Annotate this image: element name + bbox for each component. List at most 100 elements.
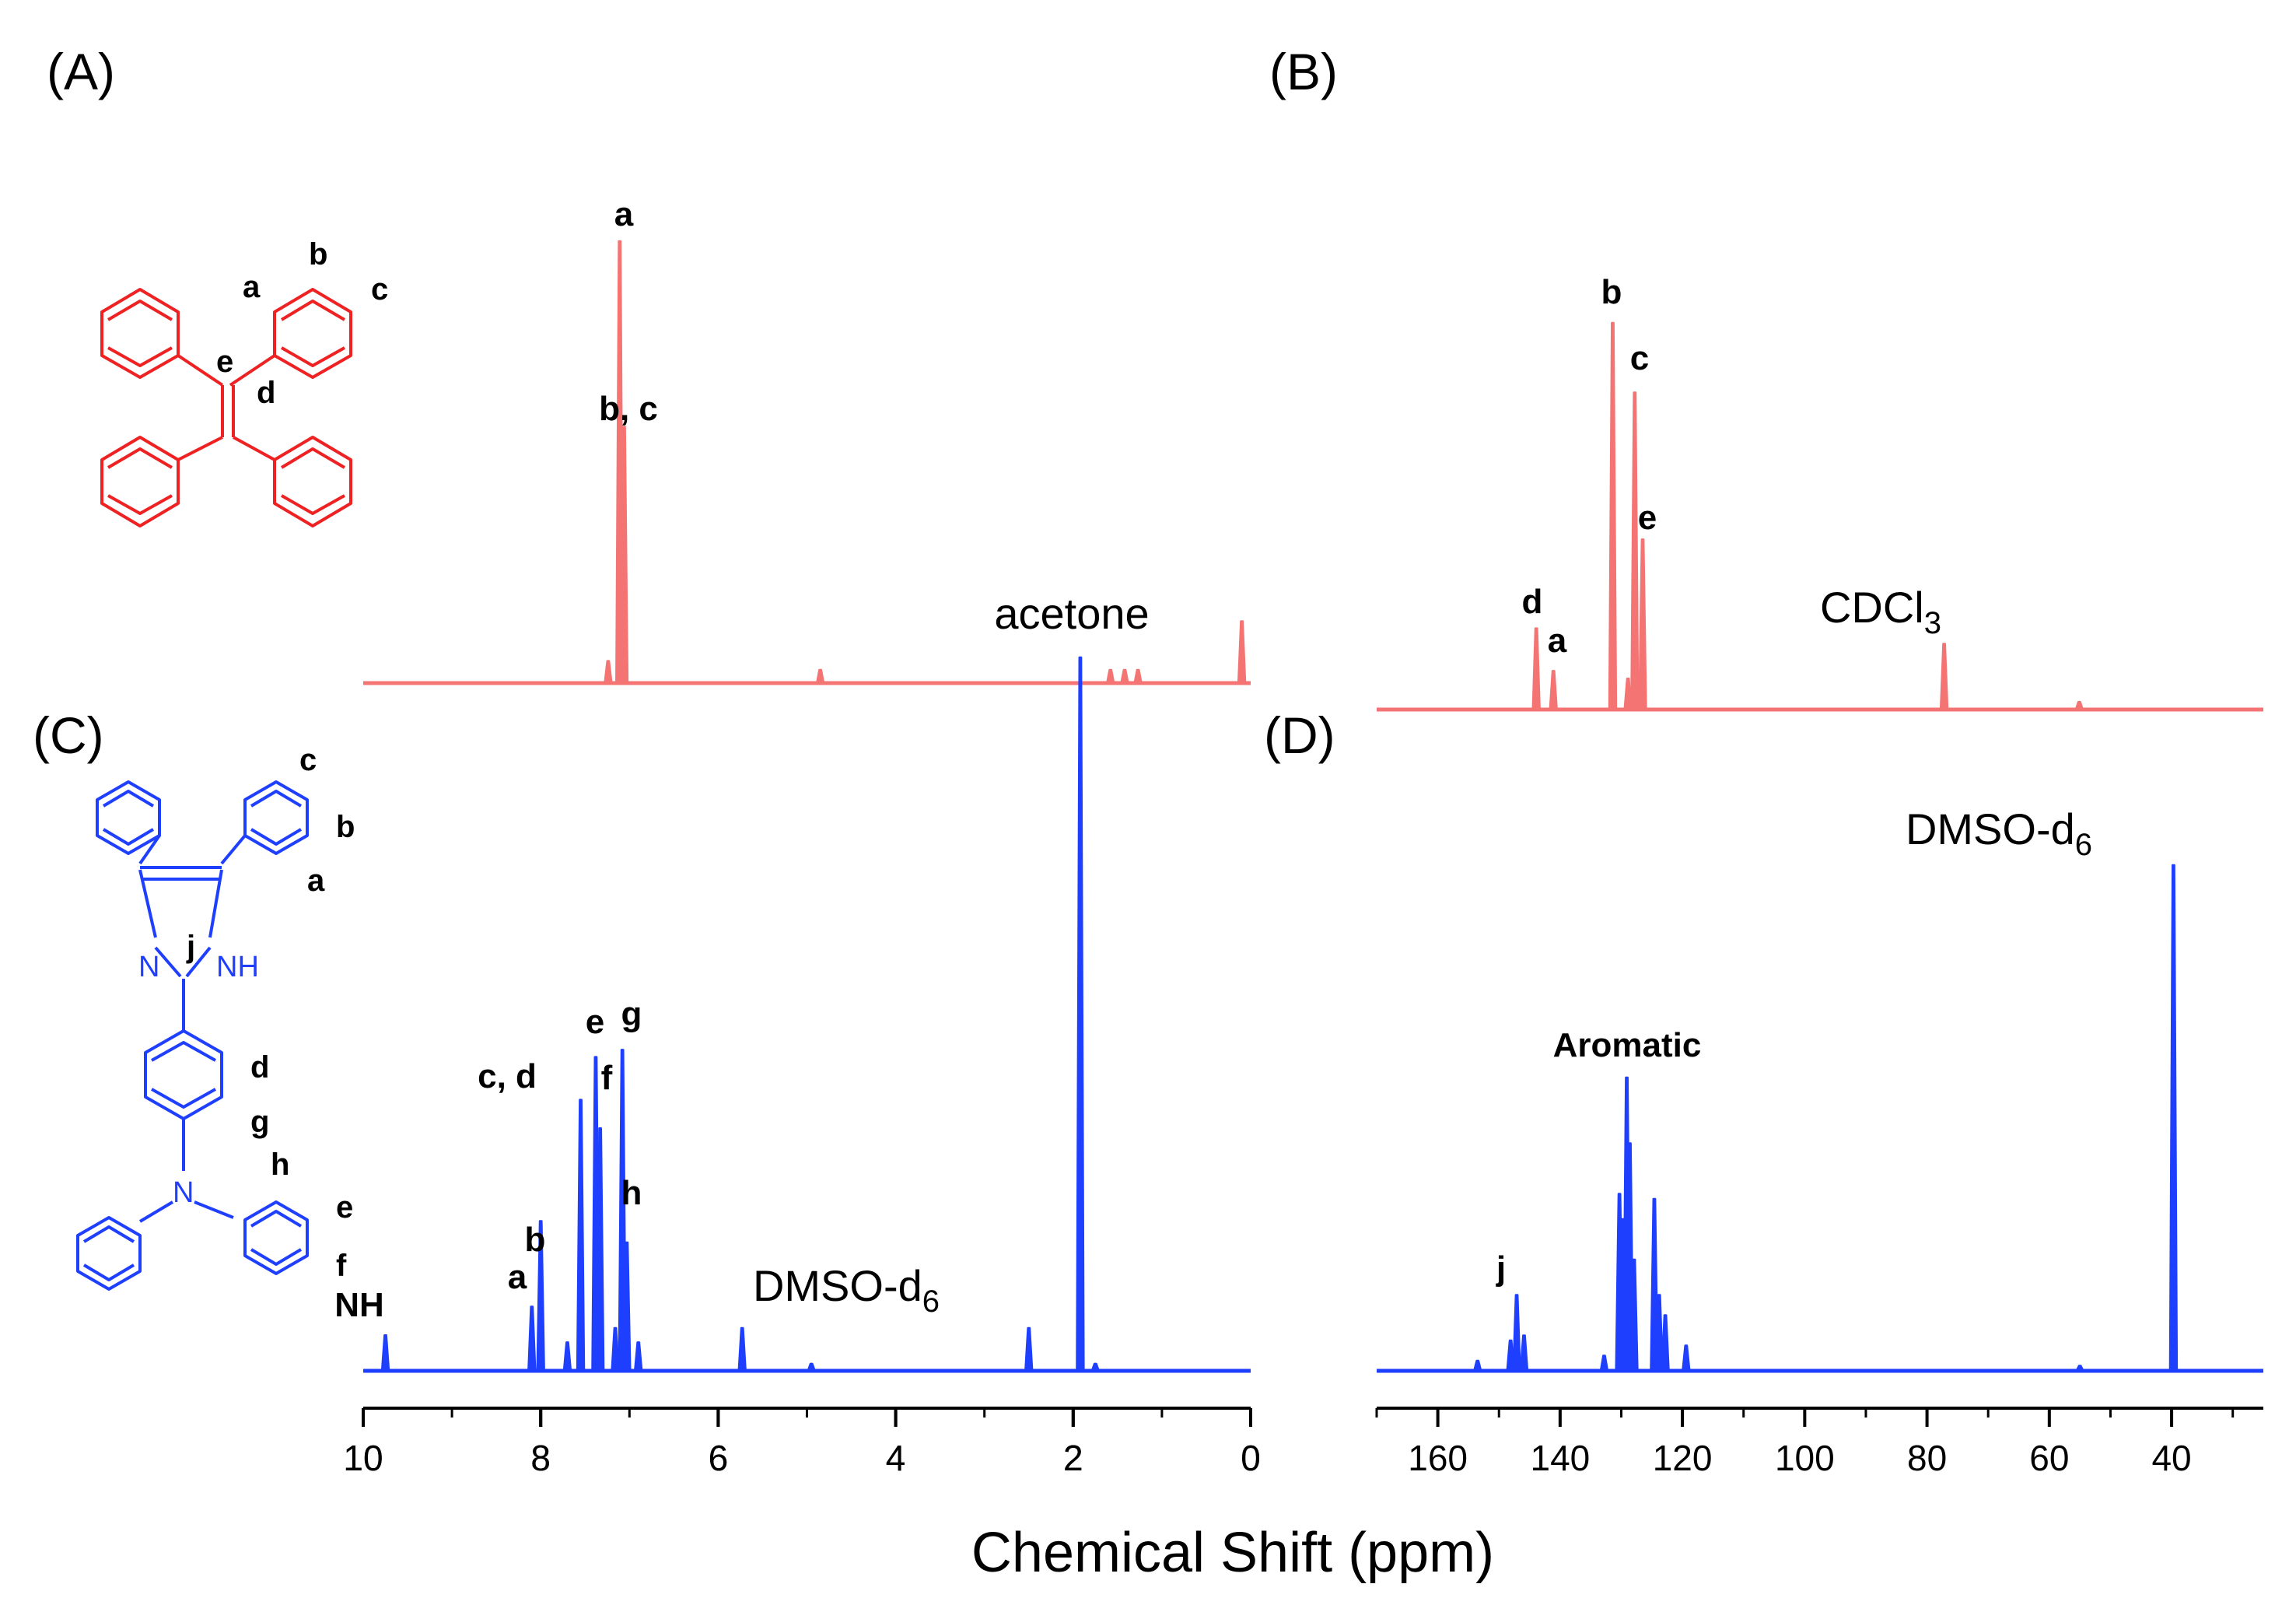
peak-c-12 (737, 1326, 747, 1372)
structure-tpa-imidazole (76, 780, 309, 1291)
annotation-c-1: a (508, 1258, 527, 1296)
peak-a-2 (604, 660, 613, 685)
peak-b-7 (2074, 700, 2084, 711)
tick-label-a-5: 0 (1241, 1438, 1261, 1478)
struct-c-label-d: d (250, 1050, 269, 1085)
tick-label-d-4: 80 (1907, 1438, 1947, 1478)
tick-label-a-0: 10 (343, 1438, 383, 1478)
tick-label-d-2: 120 (1653, 1438, 1713, 1478)
peak-a-7 (1237, 620, 1247, 685)
annotation-b-5: CDCl3 (1820, 583, 1941, 640)
peak-c-5 (622, 1241, 632, 1372)
atom-n-left: N (138, 951, 159, 983)
tick-label-d-3: 100 (1775, 1438, 1835, 1478)
struct-c-label-g: g (250, 1105, 269, 1139)
peak-c-14 (807, 1362, 816, 1372)
peak-c-15 (1090, 1362, 1101, 1372)
annotation-c-5: f (601, 1059, 613, 1097)
tick-label-c-3: 4 (886, 1438, 906, 1478)
struct-c-label-a: a (307, 864, 325, 898)
struct-a-label-a: a (243, 270, 261, 304)
peak-a-4 (1106, 668, 1115, 685)
peak-a-5 (1120, 668, 1129, 685)
struct-c-label-h: h (271, 1148, 289, 1182)
annotation-c-6: g (621, 995, 642, 1033)
peak-d-5 (1629, 1258, 1639, 1372)
peak-a-6 (1133, 668, 1143, 685)
annotation-c-4: e (586, 1003, 604, 1041)
peak-d-13 (1473, 1359, 1482, 1372)
tick-label-d-0: 160 (1408, 1438, 1468, 1478)
struct-a-label-b: b (309, 237, 327, 272)
annotation-c-0: NH (334, 1286, 384, 1324)
tick-label-c-4: 2 (1063, 1438, 1083, 1478)
annotation-a-0: a (614, 195, 634, 233)
struct-c-label-f: f (336, 1249, 347, 1283)
peak-d-11 (1519, 1334, 1529, 1372)
peak-c-6 (611, 1326, 620, 1372)
peak-c-9 (380, 1333, 390, 1372)
struct-a-label-d: d (257, 376, 275, 410)
tick-label-a-2: 6 (709, 1438, 729, 1478)
peak-c-11 (634, 1341, 643, 1372)
annotation-a-1: b, c (599, 390, 658, 428)
annotation-b-3: d (1522, 583, 1543, 621)
peak-d-14 (1599, 1354, 1609, 1372)
annotation-c-2: b (525, 1221, 546, 1259)
peak-a-1 (619, 426, 629, 685)
atom-n-amine: N (173, 1176, 194, 1209)
peak-c-1 (576, 1099, 586, 1372)
atom-nh: NH (216, 951, 259, 983)
axes-layer: 10 8 6 4 2 010 8 6 4 2 0 160 140 120 100 80 60 40 (343, 1407, 2263, 1478)
peak-b-3 (1531, 627, 1541, 711)
tick-label-c-5: 0 (1241, 1438, 1261, 1478)
panel-label-d: (D) (1264, 706, 1335, 764)
annotation-c-7: h (621, 1174, 642, 1212)
peak-b-0 (1608, 321, 1618, 711)
peak-d-10 (1506, 1339, 1515, 1372)
annotation-c-8: DMSO-d6 (753, 1261, 940, 1319)
struct-c-label-c: c (299, 743, 317, 777)
annotation-d-1: j (1496, 1249, 1506, 1288)
panel-label-b: (B) (1269, 43, 1338, 100)
tick-label-d-5: 60 (2029, 1438, 2069, 1478)
annotation-b-4: a (1548, 622, 1567, 660)
tick-label-c-1: 8 (530, 1438, 551, 1478)
panel-label-c: (C) (33, 706, 104, 764)
peak-c-10 (562, 1341, 572, 1372)
tick-label-a-4: 2 (1063, 1438, 1083, 1478)
peak-d-15 (2075, 1365, 2084, 1372)
tick-label-c-0: 10 (343, 1438, 383, 1478)
annotation-b-2: e (1638, 499, 1657, 537)
structure-tetraphenylethylene (100, 288, 352, 527)
peak-d-12 (1682, 1344, 1691, 1372)
peak-d-4 (1619, 1218, 1628, 1372)
struct-c-label-e: e (336, 1190, 353, 1225)
struct-a-label-e: e (216, 345, 233, 379)
struct-c-label-b: b (336, 810, 355, 844)
peak-a-3 (815, 668, 825, 685)
annotation-d-2: DMSO-d6 (1906, 804, 2092, 862)
struct-c-label-j: j (186, 930, 195, 964)
tick-label-c-2: 6 (709, 1438, 729, 1478)
peak-d-0 (2168, 864, 2179, 1372)
annotation-b-1: c (1630, 339, 1649, 377)
peak-c-8 (527, 1305, 537, 1372)
peak-d-9 (1512, 1294, 1521, 1372)
peak-c-7 (536, 1220, 545, 1372)
peak-c-3 (595, 1127, 605, 1372)
panel-label-a: (A) (47, 43, 115, 100)
tick-label-d-1: 140 (1530, 1438, 1590, 1478)
annotation-c-3: c, d (478, 1057, 537, 1095)
peak-b-4 (1549, 670, 1558, 711)
annotation-d-0: Aromatic (1553, 1026, 1702, 1064)
annotation-a-2: acetone (994, 589, 1149, 638)
struct-a-label-c: c (371, 272, 388, 307)
tick-label-d-6: 40 (2151, 1438, 2191, 1478)
peak-b-1 (1630, 391, 1640, 711)
peak-c-0 (1076, 656, 1085, 1372)
tick-label-a-3: 4 (886, 1438, 906, 1478)
x-axis-title: Chemical Shift (ppm) (971, 1522, 1494, 1584)
